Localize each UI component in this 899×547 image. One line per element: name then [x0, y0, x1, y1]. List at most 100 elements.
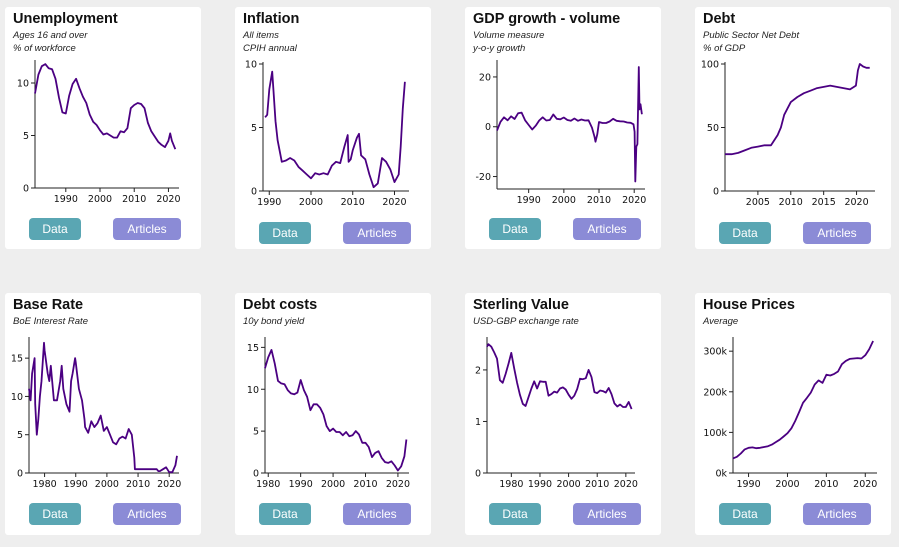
card-title: Sterling Value — [473, 297, 569, 313]
x-tick-label: 1990 — [54, 194, 78, 205]
card-title: Debt — [703, 11, 736, 27]
x-tick-label: 2000 — [95, 479, 119, 490]
x-tick-label: 2020 — [844, 197, 868, 207]
y-tick-label: 2 — [475, 365, 481, 376]
data-button[interactable]: Data — [719, 503, 771, 525]
y-tick-label: 20 — [479, 72, 491, 83]
data-button[interactable]: Data — [259, 222, 311, 244]
articles-button[interactable]: Articles — [113, 218, 181, 240]
card-subtitle: 10y bond yield — [243, 316, 305, 327]
series-line — [264, 70, 406, 189]
y-tick-label: 5 — [253, 427, 259, 438]
y-tick-label: 0k — [715, 469, 727, 480]
y-tick-label: 0 — [17, 469, 23, 480]
card-subtitle: All items — [243, 30, 279, 41]
x-tick-label: 2010 — [341, 197, 365, 207]
card-title: House Prices — [703, 297, 795, 313]
data-button[interactable]: Data — [489, 218, 541, 240]
data-button[interactable]: Data — [29, 503, 81, 525]
articles-button[interactable]: Articles — [803, 503, 871, 525]
x-tick-label: 1990 — [257, 197, 281, 207]
series-line — [732, 340, 874, 460]
card-title: Base Rate — [13, 297, 84, 313]
x-tick-label: 1980 — [256, 479, 280, 490]
card-title: Inflation — [243, 11, 300, 27]
data-button[interactable]: Data — [489, 503, 541, 525]
x-tick-label: 2000 — [556, 479, 580, 490]
articles-button[interactable]: Articles — [343, 503, 411, 525]
x-tick-label: 1990 — [736, 479, 760, 490]
x-tick-label: 2000 — [299, 197, 323, 207]
card-subtitle: CPIH annual — [243, 43, 297, 54]
card-title: Debt costs — [243, 297, 318, 313]
y-tick-label: -20 — [475, 172, 491, 183]
y-tick-label: 300k — [703, 347, 727, 358]
line-chart: -20 0 20 1990 2000 2010 2020 — [475, 60, 646, 206]
card-subtitle: USD-GBP exchange rate — [473, 316, 579, 327]
series-line — [34, 63, 177, 150]
x-tick-label: 2000 — [552, 195, 576, 206]
card-subtitle: % of GDP — [703, 43, 746, 54]
card-subtitle: y-o-y growth — [473, 43, 526, 54]
articles-button[interactable]: Articles — [343, 222, 411, 244]
series-line — [264, 349, 408, 472]
x-tick-label: 2000 — [775, 479, 799, 490]
chart-card-house-prices: House Prices Average 0k 100k 200k 300k 1990 2… — [695, 293, 891, 535]
x-tick-label: 2000 — [88, 194, 112, 205]
card-subtitle: Average — [703, 316, 739, 327]
x-tick-label: 2020 — [614, 479, 638, 490]
card-subtitle: Public Sector Net Debt — [703, 30, 800, 41]
y-tick-label: 10 — [245, 60, 257, 71]
articles-button[interactable]: Articles — [573, 218, 641, 240]
articles-button[interactable]: Articles — [803, 222, 871, 244]
chart-card-inflation: Inflation All items CPIH annual 0 5 10 1990… — [235, 7, 431, 249]
line-chart: 0 5 10 1990 2000 2010 2020 — [245, 60, 409, 207]
x-tick-label: 1980 — [499, 479, 523, 490]
card-subtitle: Volume measure — [473, 30, 545, 41]
line-chart: 0 5 10 15 1980 1990 2000 2010 2020 — [11, 337, 181, 490]
card-subtitle: Ages 16 and over — [13, 30, 88, 41]
line-chart: 0k 100k 200k 300k 1990 2000 2010 2020 — [703, 337, 877, 490]
chart-card-unemployment: Unemployment Ages 16 and over % of workf… — [5, 7, 201, 249]
chart-card-debt: Debt Public Sector Net Debt % of GDP 0 50… — [695, 7, 891, 249]
x-tick-label: 2020 — [157, 479, 181, 490]
card-title: Unemployment — [13, 11, 118, 27]
y-tick-label: 10 — [17, 79, 29, 90]
y-tick-label: 10 — [247, 385, 259, 396]
line-chart: 0 1 2 1980 1990 2000 2010 2020 — [475, 337, 638, 490]
data-button[interactable]: Data — [29, 218, 81, 240]
articles-button[interactable]: Articles — [113, 503, 181, 525]
series-line — [28, 341, 178, 474]
x-tick-label: 2010 — [122, 194, 146, 205]
x-tick-label: 2010 — [814, 479, 838, 490]
data-button[interactable]: Data — [259, 503, 311, 525]
y-tick-label: 0 — [713, 187, 719, 198]
x-tick-label: 1990 — [528, 479, 552, 490]
series-line — [486, 343, 633, 410]
y-tick-label: 1 — [475, 417, 481, 428]
articles-button[interactable]: Articles — [573, 503, 641, 525]
x-tick-label: 2000 — [321, 479, 345, 490]
x-tick-label: 1990 — [517, 195, 541, 206]
x-tick-label: 2020 — [382, 197, 406, 207]
x-tick-label: 2010 — [779, 197, 803, 207]
x-tick-label: 2020 — [853, 479, 877, 490]
series-line — [725, 63, 870, 156]
series-line — [496, 66, 643, 183]
x-tick-label: 2015 — [812, 197, 836, 207]
x-tick-label: 2020 — [156, 194, 180, 205]
y-tick-label: 50 — [707, 123, 719, 134]
x-tick-label: 2005 — [746, 197, 770, 207]
y-tick-label: 15 — [11, 354, 23, 365]
x-tick-label: 1980 — [32, 479, 56, 490]
x-tick-label: 2010 — [126, 479, 150, 490]
y-tick-label: 0 — [475, 469, 481, 480]
y-tick-label: 0 — [251, 187, 257, 198]
y-tick-label: 5 — [23, 131, 29, 142]
x-tick-label: 2020 — [622, 195, 646, 206]
data-button[interactable]: Data — [719, 222, 771, 244]
card-title: GDP growth - volume — [473, 11, 621, 27]
chart-card-base-rate: Base Rate BoE Interest Rate 0 5 10 15 1980 19… — [5, 293, 201, 535]
card-subtitle: BoE Interest Rate — [13, 316, 88, 327]
x-tick-label: 2010 — [587, 195, 611, 206]
